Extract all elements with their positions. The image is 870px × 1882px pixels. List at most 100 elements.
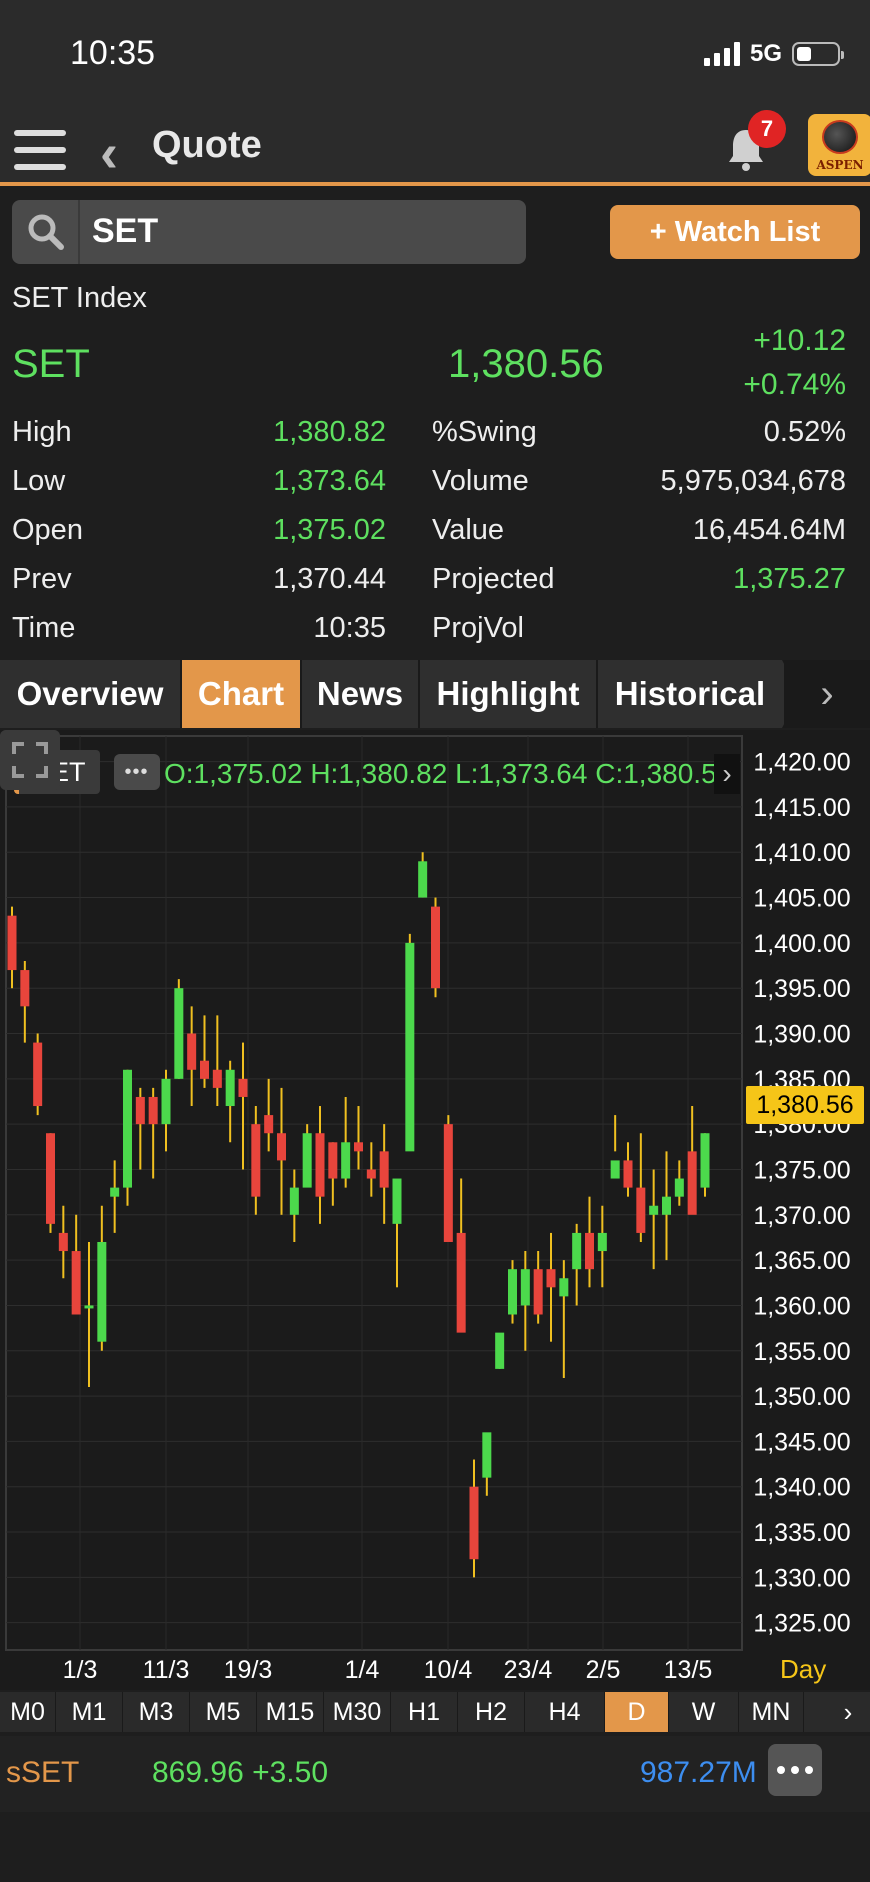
tab-chart[interactable]: Chart (182, 660, 300, 728)
timeframe-bar: M0 M1 M3 M5 M15 M30 H1 H2 H4 D W MN › (0, 1692, 870, 1732)
timeframe-h4[interactable]: H4 (525, 1692, 605, 1732)
y-tick-label: 1,330.00 (753, 1564, 850, 1592)
candle-body (33, 1042, 43, 1107)
stat-row: Volume 5,975,034,678 (432, 465, 870, 505)
tab-historical[interactable]: Historical (598, 660, 782, 728)
candle-body (161, 1078, 171, 1125)
timeframe-d[interactable]: D (605, 1692, 669, 1732)
fullscreen-icon[interactable] (0, 730, 60, 790)
candle-body (597, 1232, 607, 1252)
period-label: Day (780, 1654, 827, 1684)
candle-body (58, 1232, 68, 1252)
stat-label: ProjVol (432, 612, 524, 644)
y-tick-label: 1,420.00 (753, 749, 850, 777)
stat-row: Low 1,373.64 (0, 465, 400, 505)
timeframe-h1[interactable]: H1 (391, 1692, 458, 1732)
timeframe-m0[interactable]: M0 (0, 1692, 56, 1732)
aspen-logo[interactable]: ASPEN (808, 114, 870, 176)
y-tick-label: 1,335.00 (753, 1519, 850, 1547)
last-price: 1,380.56 (448, 342, 604, 386)
ticker-symbol[interactable]: sSET (6, 1756, 80, 1789)
stat-label: Prev (12, 563, 72, 595)
timeframe-h2[interactable]: H2 (458, 1692, 525, 1732)
candle-body (456, 1232, 466, 1333)
ticker-more-icon[interactable] (768, 1744, 822, 1796)
candle-body (84, 1305, 94, 1309)
index-ticker: sSET 869.96 +3.50 987.27M (0, 1736, 870, 1812)
y-tick-label: 1,345.00 (753, 1428, 850, 1456)
candle-body (212, 1069, 222, 1088)
candle-body (636, 1187, 646, 1233)
stat-row: ProjVol (432, 612, 870, 652)
ohlc-scroll-icon[interactable]: › (714, 754, 740, 794)
candlestick-chart[interactable]: 1,420.00 1,415.00 1,410.00 1,405.00 1,400.00… (0, 730, 870, 1690)
candle-body (662, 1196, 671, 1215)
candle-body (649, 1205, 659, 1215)
timeframe-m5[interactable]: M5 (190, 1692, 257, 1732)
add-watchlist-button[interactable]: + Watch List (610, 205, 860, 259)
candle-body (623, 1160, 633, 1188)
price-change: +10.12 (753, 324, 846, 357)
stat-value: 1,370.44 (273, 563, 386, 595)
candle-body (328, 1142, 338, 1179)
menu-icon[interactable] (14, 130, 66, 170)
candle-body (200, 1060, 209, 1079)
ohlc-readout: O:1,375.02 H:1,380.82 L:1,373.64 C:1,380… (164, 758, 714, 789)
candle-body (277, 1133, 286, 1161)
x-tick-label: 13/5 (664, 1656, 713, 1684)
x-tick-label: 23/4 (504, 1656, 553, 1684)
stat-row: Value 16,454.64M (432, 514, 870, 554)
stat-label: %Swing (432, 416, 537, 448)
candle-body (302, 1133, 312, 1188)
timeframe-m3[interactable]: M3 (123, 1692, 190, 1732)
candle-body (533, 1269, 543, 1315)
search-input[interactable]: SET (12, 200, 526, 264)
chart-more-icon[interactable]: ••• (113, 754, 160, 790)
candle-body (366, 1169, 376, 1179)
y-tick-label: 1,375.00 (753, 1156, 850, 1184)
tab-overview[interactable]: Overview (0, 660, 180, 728)
notification-badge: 7 (748, 110, 786, 148)
candle-body (20, 970, 30, 1007)
stat-row: Projected 1,375.27 (432, 563, 870, 603)
timeframe-mn[interactable]: MN (739, 1692, 804, 1732)
y-tick-label: 1,360.00 (753, 1292, 850, 1320)
stat-value: 5,975,034,678 (660, 465, 846, 497)
y-tick-label: 1,390.00 (753, 1021, 850, 1049)
quote-tabs: Overview Chart News Highlight Historical… (0, 660, 870, 728)
tabs-next-icon[interactable]: › (784, 660, 870, 728)
timeframe-more-icon[interactable]: › (826, 1692, 870, 1732)
x-tick-label: 11/3 (143, 1656, 190, 1684)
tab-news[interactable]: News (302, 660, 418, 728)
tab-highlight[interactable]: Highlight (420, 660, 596, 728)
ticker-value: 869.96 +3.50 (152, 1756, 329, 1789)
price-chart[interactable]: 1,420.00 1,415.00 1,410.00 1,405.00 1,400.00… (0, 730, 870, 1690)
timeframe-w[interactable]: W (669, 1692, 739, 1732)
candle-body (687, 1151, 697, 1215)
timeframe-m15[interactable]: M15 (257, 1692, 324, 1732)
back-icon[interactable]: ‹ (100, 123, 118, 183)
candle-body (110, 1187, 120, 1197)
candle-body (469, 1486, 479, 1560)
status-bar: 10:35 5G (0, 0, 870, 108)
price-change-percent: +0.74% (743, 368, 846, 401)
candle-body (674, 1178, 684, 1197)
candle-body (392, 1178, 402, 1224)
candle-body (610, 1160, 620, 1179)
stat-row: %Swing 0.52% (432, 416, 870, 456)
candle-body (315, 1133, 325, 1197)
timeframe-m1[interactable]: M1 (56, 1692, 123, 1732)
candle-body (405, 942, 415, 1152)
battery-icon (792, 42, 844, 66)
timeframe-m30[interactable]: M30 (324, 1692, 391, 1732)
stat-value: 1,373.64 (273, 465, 386, 497)
last-price-tag: 1,380.56 (746, 1086, 864, 1124)
candle-body (7, 915, 17, 971)
candle-body (354, 1142, 363, 1152)
x-tick-label: 1/3 (63, 1656, 98, 1684)
stock-name: SET Index (12, 282, 147, 314)
candle-body (482, 1432, 492, 1478)
y-tick-label: 1,395.00 (753, 975, 850, 1003)
x-tick-label: 10/4 (424, 1656, 473, 1684)
stat-label: Open (12, 514, 83, 546)
